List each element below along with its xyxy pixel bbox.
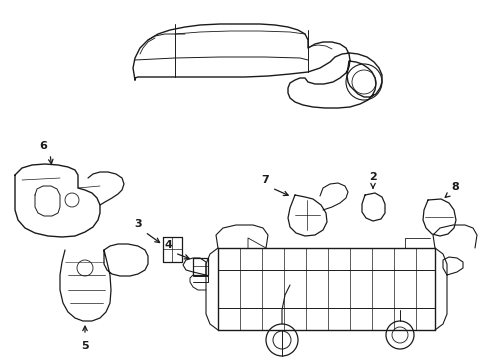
Text: 2: 2 (368, 172, 376, 182)
Text: 3: 3 (134, 219, 142, 229)
Text: 7: 7 (261, 175, 268, 185)
Text: 4: 4 (164, 240, 172, 250)
Text: 6: 6 (39, 141, 47, 151)
Text: 8: 8 (450, 182, 458, 192)
Text: 5: 5 (81, 341, 89, 351)
